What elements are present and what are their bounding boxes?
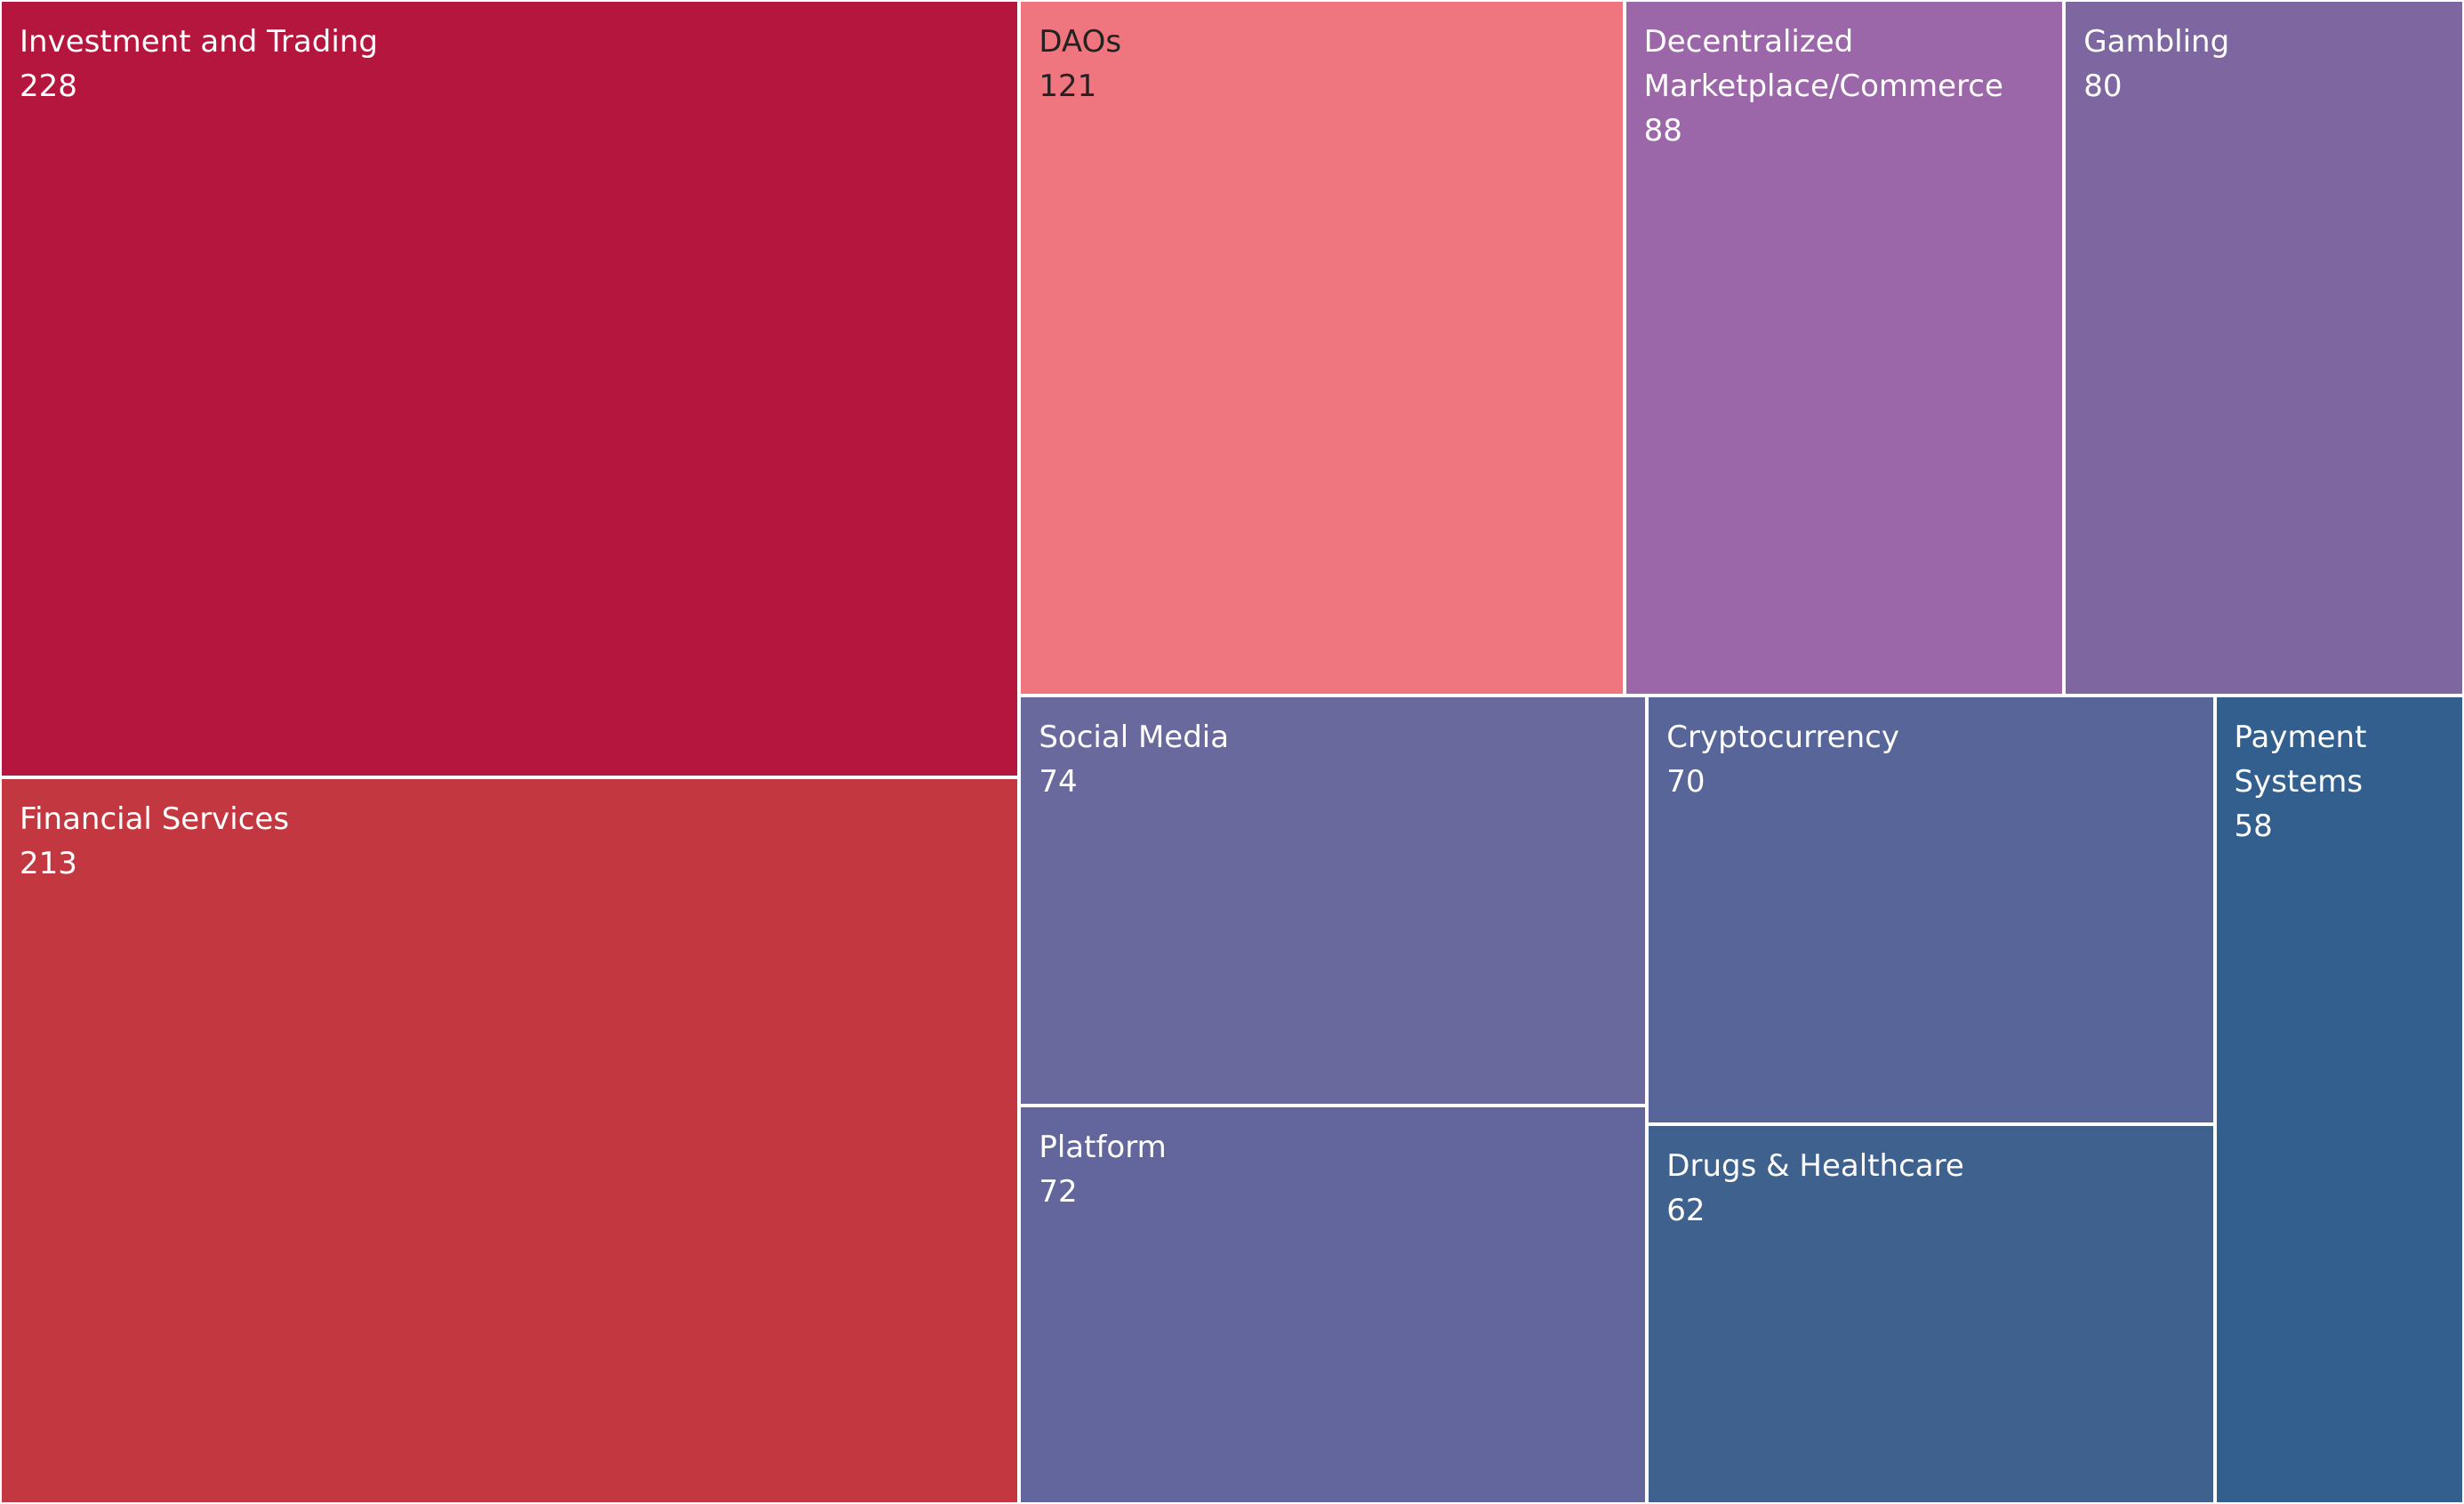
tile-value: 70 xyxy=(1666,763,1706,800)
tile-value: 72 xyxy=(1039,1173,1078,1210)
tile-label: Drugs & Healthcare xyxy=(1666,1148,1964,1184)
tile-label: Financial Services xyxy=(20,801,290,838)
tile-value: 80 xyxy=(2083,68,2123,104)
tile-payment-systems[interactable]: Payment Systems 58 xyxy=(2214,695,2464,1504)
tile-daos[interactable]: DAOs 121 xyxy=(1019,0,1625,696)
tile-value: 213 xyxy=(20,846,77,882)
tile-platform[interactable]: Platform 72 xyxy=(1019,1105,1648,1504)
tile-label: DAOs xyxy=(1039,24,1122,60)
tile-value: 74 xyxy=(1039,763,1078,800)
tile-drugs-and-healthcare[interactable]: Drugs & Healthcare 62 xyxy=(1647,1124,2215,1504)
tile-value: 121 xyxy=(1039,68,1097,104)
tile-value: 58 xyxy=(2234,808,2273,844)
tile-cryptocurrency[interactable]: Cryptocurrency 70 xyxy=(1647,695,2215,1124)
tile-label: Platform xyxy=(1039,1129,1167,1165)
tile-label: Payment Systems xyxy=(2234,719,2367,800)
tile-label: Decentralized Marketplace/Commerce xyxy=(1643,24,2003,104)
tile-label: Investment and Trading xyxy=(20,24,378,60)
tile-value: 62 xyxy=(1666,1193,1706,1228)
tile-value: 228 xyxy=(20,68,77,104)
tile-investment-and-trading[interactable]: Investment and Trading 228 xyxy=(0,0,1020,778)
tile-social-media[interactable]: Social Media 74 xyxy=(1019,695,1648,1106)
tile-label: Social Media xyxy=(1039,719,1230,755)
tile-label: Gambling xyxy=(2083,24,2230,60)
tile-value: 88 xyxy=(1643,113,1682,149)
tile-label: Cryptocurrency xyxy=(1666,719,1899,755)
tile-gambling[interactable]: Gambling 80 xyxy=(2064,0,2464,696)
tile-decentralized-marketplace-commerce[interactable]: Decentralized Marketplace/Commerce 88 xyxy=(1624,0,2065,696)
tile-financial-services[interactable]: Financial Services 213 xyxy=(0,777,1020,1504)
